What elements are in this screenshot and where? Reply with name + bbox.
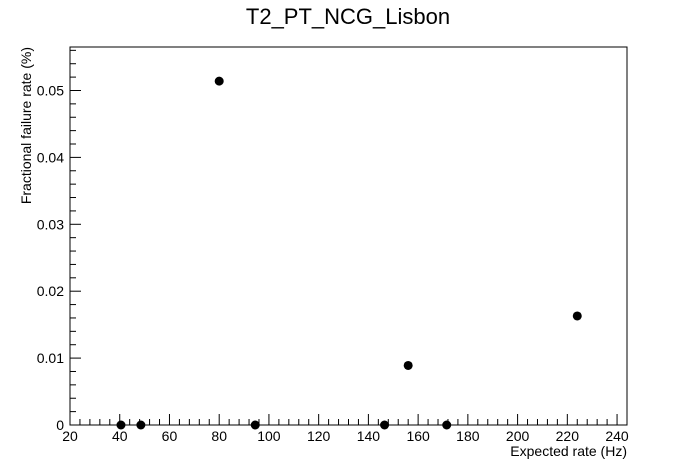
x-axis-label: Expected rate (Hz) xyxy=(510,443,627,459)
x-tick-label: 40 xyxy=(112,428,128,444)
y-tick-label: 0.04 xyxy=(37,149,64,165)
x-tick-label: 180 xyxy=(456,428,480,444)
x-tick-label: 20 xyxy=(62,428,78,444)
y-axis-ticks xyxy=(70,49,81,426)
x-tick-label: 140 xyxy=(357,428,381,444)
data-point xyxy=(572,311,582,321)
x-tick-label: 60 xyxy=(162,428,178,444)
x-axis-tick-labels: 20 40 60 80 100 120 140 160 180 200 220 240 xyxy=(62,428,629,444)
data-point xyxy=(442,420,452,430)
y-tick-label: 0.03 xyxy=(37,216,64,232)
data-point xyxy=(116,420,126,430)
data-point xyxy=(380,420,390,430)
data-point xyxy=(403,360,413,370)
data-point xyxy=(136,420,146,430)
y-axis-label: Fractional failure rate (%) xyxy=(18,47,34,204)
x-tick-label: 220 xyxy=(556,428,580,444)
x-tick-label: 240 xyxy=(605,428,629,444)
y-axis-tick-labels: 0 0.01 0.02 0.03 0.04 0.05 xyxy=(37,82,64,433)
data-point xyxy=(250,420,260,430)
y-tick-label: 0 xyxy=(56,417,64,433)
y-tick-label: 0.05 xyxy=(37,82,64,98)
x-tick-label: 100 xyxy=(257,428,281,444)
x-tick-label: 80 xyxy=(211,428,227,444)
y-tick-label: 0.02 xyxy=(37,283,64,299)
x-tick-label: 160 xyxy=(406,428,430,444)
x-tick-label: 120 xyxy=(307,428,331,444)
y-tick-label: 0.01 xyxy=(37,350,64,366)
x-tick-label: 200 xyxy=(506,428,530,444)
data-points xyxy=(116,76,582,430)
data-point xyxy=(214,76,224,86)
chart-title: T2_PT_NCG_Lisbon xyxy=(246,4,450,29)
x-axis-ticks xyxy=(69,414,628,425)
